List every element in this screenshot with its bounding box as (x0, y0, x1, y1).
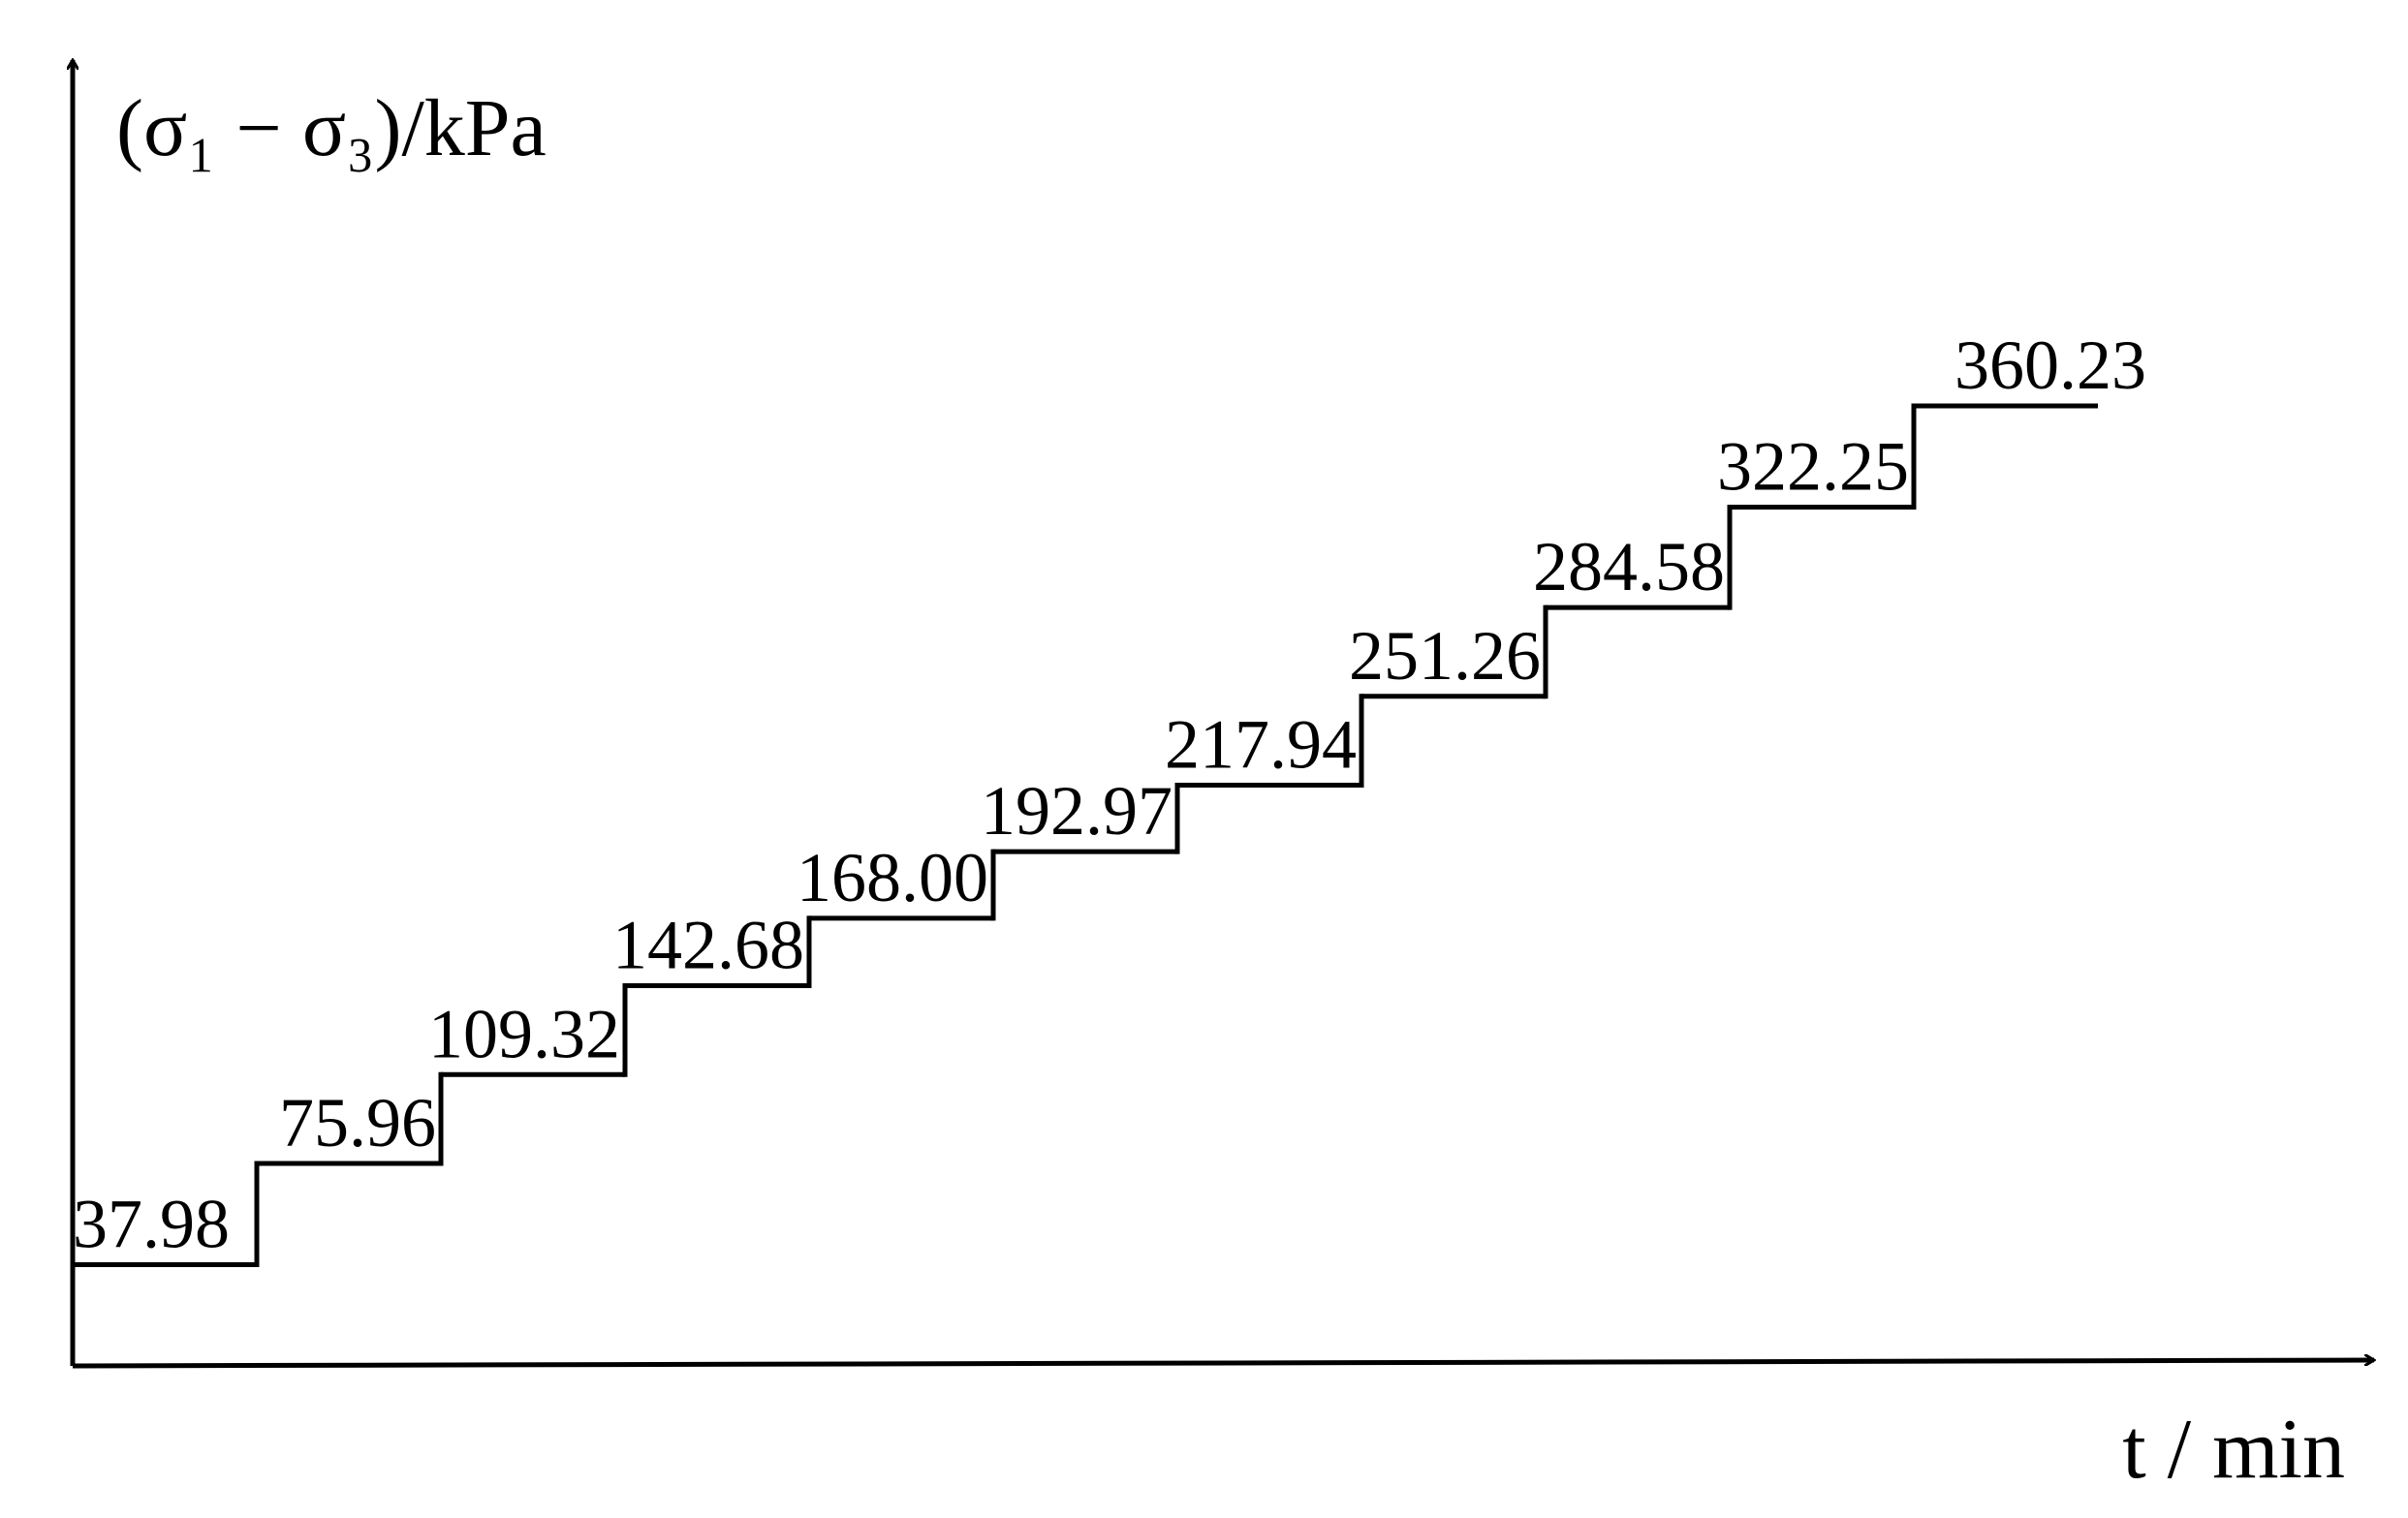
x-axis-label: t / min (2122, 1403, 2345, 1497)
value-label: 109.32 (428, 995, 620, 1072)
value-label: 37.98 (73, 1186, 230, 1263)
value-label: 168.00 (797, 839, 988, 916)
value-label: 192.97 (981, 772, 1173, 850)
x-axis (72, 1360, 2374, 1369)
value-label: 284.58 (1533, 528, 1725, 605)
value-label: 142.68 (612, 906, 804, 983)
value-label: 322.25 (1717, 427, 1909, 505)
value-label: 75.96 (279, 1084, 436, 1162)
value-label: 217.94 (1165, 705, 1357, 783)
y-axis-label: (σ₁ − σ₃)/kPa (116, 83, 547, 173)
value-label: 251.26 (1349, 617, 1541, 695)
value-label: 360.23 (1955, 326, 2146, 404)
